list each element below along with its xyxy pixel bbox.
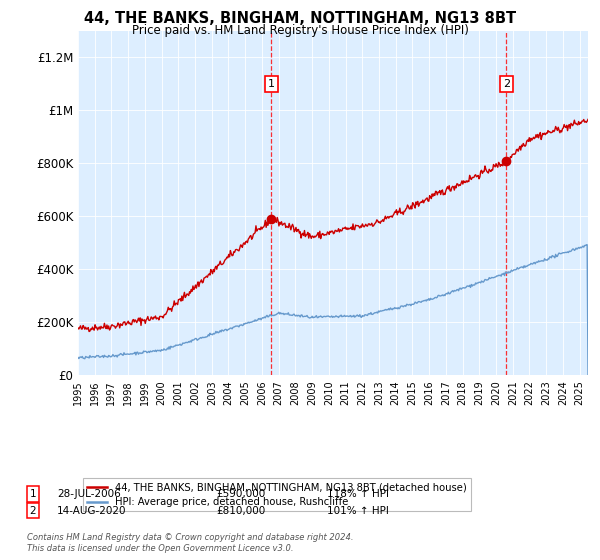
Text: 1: 1 (29, 489, 37, 499)
Text: 118% ↑ HPI: 118% ↑ HPI (327, 489, 389, 499)
Text: Contains HM Land Registry data © Crown copyright and database right 2024.
This d: Contains HM Land Registry data © Crown c… (27, 533, 353, 553)
Text: 44, THE BANKS, BINGHAM, NOTTINGHAM, NG13 8BT: 44, THE BANKS, BINGHAM, NOTTINGHAM, NG13… (84, 11, 516, 26)
Text: 101% ↑ HPI: 101% ↑ HPI (327, 506, 389, 516)
Text: 14-AUG-2020: 14-AUG-2020 (57, 506, 127, 516)
Text: £810,000: £810,000 (216, 506, 265, 516)
Text: Price paid vs. HM Land Registry's House Price Index (HPI): Price paid vs. HM Land Registry's House … (131, 24, 469, 37)
Text: 2: 2 (29, 506, 37, 516)
Text: £590,000: £590,000 (216, 489, 265, 499)
Text: 28-JUL-2006: 28-JUL-2006 (57, 489, 121, 499)
Text: 1: 1 (268, 79, 275, 89)
Legend: 44, THE BANKS, BINGHAM, NOTTINGHAM, NG13 8BT (detached house), HPI: Average pric: 44, THE BANKS, BINGHAM, NOTTINGHAM, NG13… (83, 478, 471, 511)
Text: 2: 2 (503, 79, 510, 89)
